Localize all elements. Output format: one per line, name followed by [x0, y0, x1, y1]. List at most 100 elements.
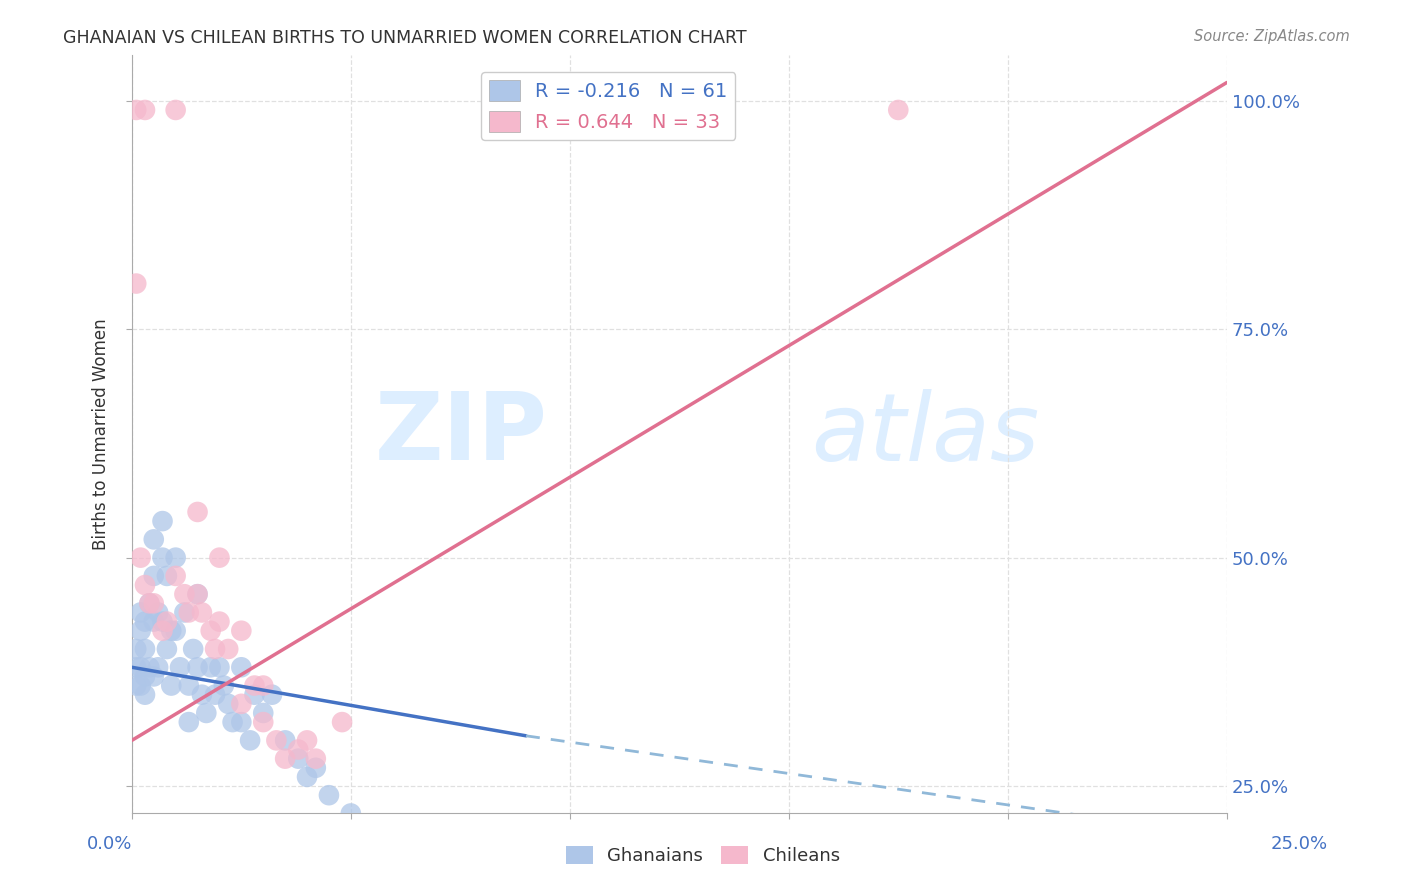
- Point: [138, 596, 160, 610]
- Point: [129, 679, 152, 693]
- Point: [181, 642, 204, 657]
- Point: [138, 596, 160, 610]
- Point: [187, 660, 209, 674]
- Point: [173, 606, 195, 620]
- Point: [160, 624, 183, 638]
- Point: [200, 624, 222, 638]
- Legend: Ghanaians, Chileans: Ghanaians, Chileans: [558, 838, 848, 872]
- Point: [129, 660, 152, 674]
- Point: [266, 733, 288, 747]
- Point: [146, 606, 169, 620]
- Point: [177, 679, 200, 693]
- Point: [217, 642, 239, 657]
- Point: [243, 679, 266, 693]
- Y-axis label: Births to Unmarried Women: Births to Unmarried Women: [93, 318, 110, 550]
- Point: [142, 596, 165, 610]
- Point: [138, 660, 160, 674]
- Point: [361, 824, 384, 838]
- Text: ZIP: ZIP: [375, 388, 548, 480]
- Point: [252, 679, 274, 693]
- Point: [231, 624, 253, 638]
- Point: [239, 733, 262, 747]
- Text: Source: ZipAtlas.com: Source: ZipAtlas.com: [1194, 29, 1350, 45]
- Point: [287, 751, 309, 765]
- Point: [217, 697, 239, 711]
- Point: [221, 715, 243, 730]
- Point: [191, 606, 214, 620]
- Point: [252, 715, 274, 730]
- Point: [125, 103, 148, 117]
- Point: [129, 550, 152, 565]
- Point: [134, 688, 156, 702]
- Point: [340, 806, 363, 821]
- Point: [134, 103, 156, 117]
- Point: [305, 751, 328, 765]
- Text: 25.0%: 25.0%: [1271, 835, 1327, 853]
- Point: [152, 550, 174, 565]
- Point: [305, 761, 328, 775]
- Point: [471, 871, 494, 885]
- Point: [287, 742, 309, 756]
- Point: [195, 706, 218, 720]
- Point: [231, 715, 253, 730]
- Point: [134, 578, 156, 592]
- Point: [204, 642, 226, 657]
- Point: [212, 679, 235, 693]
- Point: [152, 624, 174, 638]
- Point: [129, 624, 152, 638]
- Point: [152, 514, 174, 528]
- Point: [156, 615, 179, 629]
- Point: [169, 660, 191, 674]
- Point: [142, 669, 165, 683]
- Text: 0.0%: 0.0%: [87, 835, 132, 853]
- Point: [125, 642, 148, 657]
- Point: [231, 660, 253, 674]
- Legend: R = -0.216   N = 61, R = 0.644   N = 33: R = -0.216 N = 61, R = 0.644 N = 33: [481, 72, 735, 140]
- Point: [384, 843, 406, 857]
- Point: [187, 587, 209, 601]
- Point: [177, 606, 200, 620]
- Point: [165, 550, 187, 565]
- Point: [156, 642, 179, 657]
- Point: [274, 733, 297, 747]
- Point: [142, 569, 165, 583]
- Point: [125, 679, 148, 693]
- Point: [134, 642, 156, 657]
- Point: [165, 103, 187, 117]
- Point: [295, 770, 318, 784]
- Point: [200, 660, 222, 674]
- Point: [156, 569, 179, 583]
- Point: [208, 615, 231, 629]
- Point: [129, 606, 152, 620]
- Point: [187, 505, 209, 519]
- Point: [134, 615, 156, 629]
- Point: [204, 688, 226, 702]
- Point: [208, 550, 231, 565]
- Point: [243, 688, 266, 702]
- Text: GHANAIAN VS CHILEAN BIRTHS TO UNMARRIED WOMEN CORRELATION CHART: GHANAIAN VS CHILEAN BIRTHS TO UNMARRIED …: [63, 29, 747, 47]
- Point: [260, 688, 283, 702]
- Point: [187, 587, 209, 601]
- Point: [134, 669, 156, 683]
- Point: [887, 103, 910, 117]
- Point: [160, 679, 183, 693]
- Point: [125, 660, 148, 674]
- Point: [142, 533, 165, 547]
- Point: [295, 733, 318, 747]
- Point: [231, 697, 253, 711]
- Point: [146, 660, 169, 674]
- Point: [177, 715, 200, 730]
- Point: [165, 569, 187, 583]
- Point: [165, 624, 187, 638]
- Point: [152, 615, 174, 629]
- Point: [208, 660, 231, 674]
- Point: [191, 688, 214, 702]
- Point: [274, 751, 297, 765]
- Point: [252, 706, 274, 720]
- Point: [142, 615, 165, 629]
- Point: [318, 788, 340, 802]
- Point: [125, 277, 148, 291]
- Point: [330, 715, 353, 730]
- Text: atlas: atlas: [811, 389, 1039, 480]
- Point: [173, 587, 195, 601]
